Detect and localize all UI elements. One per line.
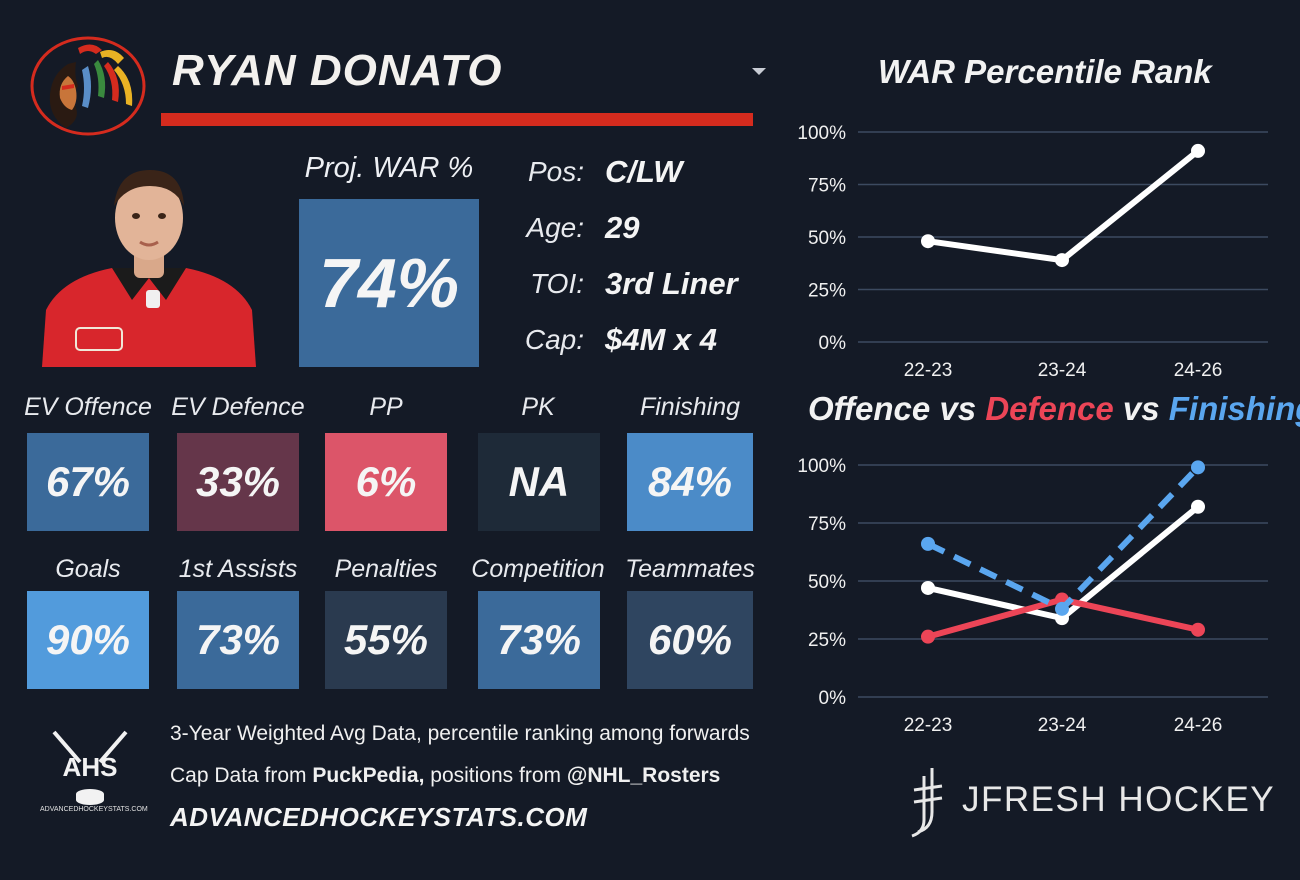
player-name: RYAN DONATO [172, 46, 503, 95]
pos-label: Pos: [527, 156, 584, 187]
data-point-defence [1191, 622, 1205, 637]
x-tick-label: 22-23 [904, 360, 953, 381]
chart2-title-offence: Offence [808, 390, 931, 427]
y-tick-label: 50% [808, 228, 846, 249]
tile-label-first-assists: 1st Assists [178, 555, 298, 583]
ahs-logo: AHS [52, 730, 128, 805]
series-line-war [927, 148, 1200, 264]
y-tick-label: 25% [808, 281, 846, 302]
tile-label-pp: PP [369, 393, 403, 421]
data-point-war [921, 234, 935, 249]
y-tick-label: 100% [797, 456, 846, 477]
tile-first-assists: 73% [177, 591, 299, 689]
site-link[interactable]: ADVANCEDHOCKEYSTATS.COM [170, 802, 588, 832]
tile-pk: NA [478, 433, 600, 531]
player-photo [42, 170, 256, 367]
pos-value: C/LW [605, 154, 683, 189]
data-point-offence [921, 580, 935, 595]
cap-label: Cap: [524, 324, 584, 355]
x-tick-label: 23-24 [1038, 715, 1087, 736]
chart1-title: WAR Percentile Rank [878, 53, 1212, 90]
data-point-war [1191, 143, 1205, 158]
x-tick-label: 24-26 [1174, 715, 1223, 736]
y-tick-label: 25% [808, 630, 846, 651]
proj-war-label: Proj. WAR % [304, 152, 474, 184]
tile-label-ev-offence: EV Offence [24, 393, 152, 421]
jfresh-logo-icon [911, 768, 943, 838]
title-underline [161, 113, 753, 126]
y-tick-label: 0% [819, 333, 847, 354]
age-value: 29 [605, 210, 640, 245]
chart2-title-finishing: Finishing [1168, 390, 1300, 427]
tile-label-teammates: Teammates [625, 555, 755, 583]
y-tick-label: 100% [797, 123, 846, 144]
footer-sources-mid: positions from [424, 764, 567, 787]
x-tick-label: 23-24 [1038, 360, 1087, 381]
chart2-title: Offence vs Defence vs Finishing [808, 390, 1300, 428]
ahs-caption: ADVANCEDHOCKEYSTATS.COM [40, 806, 148, 813]
data-point-war [1055, 253, 1069, 268]
toi-value: 3rd Liner [605, 266, 738, 301]
puckpedia-link[interactable]: PuckPedia, [312, 764, 425, 787]
tile-ev-defence: 33% [177, 433, 299, 531]
tile-penalties: 55% [325, 591, 447, 689]
tile-label-competition: Competition [471, 555, 605, 583]
tile-goals: 90% [27, 591, 149, 689]
data-point-finishing [1055, 601, 1069, 616]
age-label: Age: [526, 212, 584, 243]
data-point-finishing [921, 536, 935, 551]
tile-pp: 6% [325, 433, 447, 531]
toi-label: TOI: [530, 268, 584, 299]
chart2-title-vs1: vs [930, 390, 986, 427]
tile-label-ev-defence: EV Defence [171, 393, 305, 421]
y-tick-label: 75% [808, 176, 846, 197]
x-tick-label: 24-26 [1174, 360, 1223, 381]
chart2-title-defence: Defence [985, 390, 1114, 427]
tile-competition: 73% [478, 591, 600, 689]
tile-label-pk: PK [521, 393, 555, 421]
chart2-title-vs2: vs [1113, 390, 1169, 427]
chevron-down-icon[interactable] [752, 68, 766, 75]
data-point-offence [1191, 499, 1205, 514]
team-logo [30, 36, 146, 136]
tile-label-finishing: Finishing [639, 393, 741, 421]
footer-sources-prefix: Cap Data from [170, 764, 313, 787]
footer-sources: Cap Data from PuckPedia, positions from … [170, 764, 720, 788]
y-tick-label: 50% [808, 572, 846, 593]
y-tick-label: 75% [808, 514, 846, 535]
footer-note: 3-Year Weighted Avg Data, percentile ran… [170, 722, 750, 745]
tile-teammates: 60% [627, 591, 753, 689]
tile-finishing: 84% [627, 433, 753, 531]
x-tick-label: 22-23 [904, 715, 953, 736]
offence-defence-finishing-chart: 0% 25% 50% 75% 100% 22-23 23-24 24-26 [797, 456, 1268, 736]
y-tick-label: 0% [819, 688, 847, 709]
brand-name: JFRESH HOCKEY [962, 780, 1276, 819]
data-point-defence [921, 629, 935, 644]
cap-value: $4M x 4 [605, 322, 718, 357]
data-point-finishing [1191, 460, 1205, 475]
tile-label-goals: Goals [55, 555, 121, 583]
ahs-logo-text: AHS [63, 752, 118, 782]
proj-war-value: 74% [299, 199, 479, 367]
nhl-rosters-link[interactable]: @NHL_Rosters [566, 764, 721, 787]
war-percentile-chart: 0% 25% 50% 75% 100% 22-23 23-24 24-26 [797, 123, 1268, 381]
tile-ev-offence: 67% [27, 433, 149, 531]
tile-label-penalties: Penalties [334, 555, 438, 583]
